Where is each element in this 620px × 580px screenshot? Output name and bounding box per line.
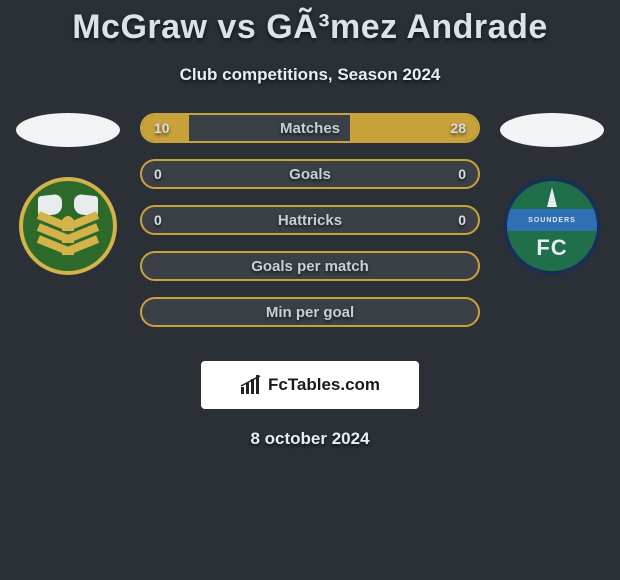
- stat-row-min-per-goal: Min per goal: [140, 297, 480, 327]
- stat-value-left: 10: [154, 120, 170, 136]
- stat-label: Goals: [289, 166, 331, 183]
- comparison-date: 8 october 2024: [0, 429, 620, 449]
- branding-text: FcTables.com: [268, 375, 380, 395]
- comparison-main: SOUNDERS FC 10 Matches 28 0 Goals 0 0 Ha…: [0, 113, 620, 343]
- right-team-crest: SOUNDERS FC: [503, 177, 601, 275]
- stat-row-goals-per-match: Goals per match: [140, 251, 480, 281]
- stat-value-right: 0: [458, 166, 466, 182]
- left-player-photo-placeholder: [16, 113, 120, 147]
- branding-box[interactable]: FcTables.com: [201, 361, 419, 409]
- left-player-column: [8, 113, 128, 275]
- stat-label: Matches: [280, 120, 340, 137]
- stat-row-matches: 10 Matches 28: [140, 113, 480, 143]
- left-team-crest: [19, 177, 117, 275]
- stat-label: Min per goal: [266, 304, 354, 321]
- right-player-column: SOUNDERS FC: [492, 113, 612, 275]
- comparison-subtitle: Club competitions, Season 2024: [0, 65, 620, 85]
- stat-rows: 10 Matches 28 0 Goals 0 0 Hattricks 0 Go…: [140, 113, 480, 343]
- right-player-photo-placeholder: [500, 113, 604, 147]
- stat-value-left: 0: [154, 212, 162, 228]
- stat-row-hattricks: 0 Hattricks 0: [140, 205, 480, 235]
- stat-row-goals: 0 Goals 0: [140, 159, 480, 189]
- comparison-title: McGraw vs GÃ³mez Andrade: [0, 0, 620, 47]
- stat-value-left: 0: [154, 166, 162, 182]
- stat-label: Goals per match: [251, 258, 369, 275]
- stat-label: Hattricks: [278, 212, 342, 229]
- stat-value-right: 28: [450, 120, 466, 136]
- right-crest-fc-text: FC: [536, 235, 567, 261]
- bar-chart-icon: [240, 375, 262, 395]
- stat-value-right: 0: [458, 212, 466, 228]
- right-crest-band-text: SOUNDERS: [503, 209, 601, 231]
